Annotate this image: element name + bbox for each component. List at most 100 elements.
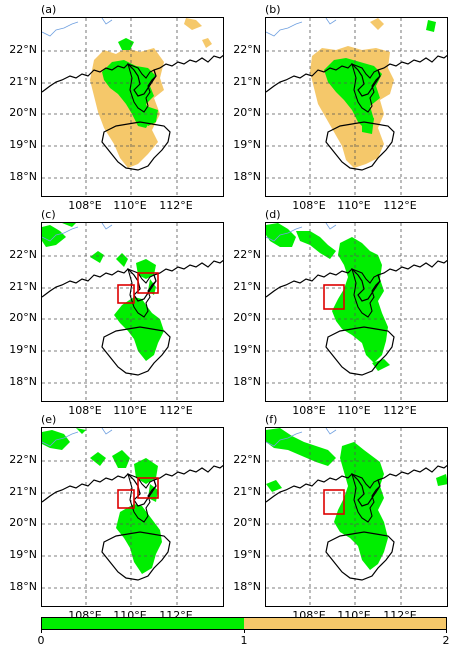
green-region-b-4: [362, 114, 374, 134]
lon-tick-label: 108°E: [292, 404, 326, 417]
panel-label-d: (d): [265, 208, 281, 221]
lat-tick-label: 19°N: [233, 138, 261, 151]
lat-tick-label: 18°N: [9, 170, 37, 183]
lat-tick-label: 22°N: [233, 43, 261, 56]
hainan-coastline-a: [101, 121, 171, 171]
hainan-coastline-b: [325, 121, 395, 171]
hainan-coastline-c: [101, 326, 171, 376]
river-line-e: [42, 428, 113, 447]
map-panel-d: [265, 222, 448, 402]
lon-tick-label: 112°E: [159, 404, 193, 417]
map-canvas-d: [266, 223, 447, 401]
green-region-a-5: [146, 106, 158, 126]
lat-tick-label: 22°N: [233, 453, 261, 466]
green-region-f-1: [334, 442, 388, 570]
colorbar-segment-0-1: [42, 618, 244, 629]
green-region-b-3: [426, 20, 436, 32]
lon-tick-label: 110°E: [113, 199, 147, 212]
map-panel-e: [41, 427, 224, 607]
green-region-c-2: [90, 251, 104, 263]
lat-tick-label: 20°N: [233, 516, 261, 529]
panel-label-c: (c): [41, 208, 56, 221]
lon-tick-label: 110°E: [113, 404, 147, 417]
leizhou-coastline-d: [351, 268, 381, 318]
green-region-d-3: [372, 359, 390, 371]
orange-region-a-1: [184, 18, 202, 30]
lon-tick-label: 108°E: [68, 199, 102, 212]
highlight-box-f-0: [323, 489, 345, 515]
lat-tick-label: 20°N: [233, 311, 261, 324]
map-canvas-a: [42, 18, 223, 196]
panel-label-f: (f): [265, 413, 278, 426]
lat-tick-label: 18°N: [233, 375, 261, 388]
lat-tick-label: 21°N: [233, 280, 261, 293]
lat-tick-label: 22°N: [9, 248, 37, 261]
colorbar-tick-2: 2: [442, 634, 450, 647]
map-panel-f: [265, 427, 448, 607]
hainan-coastline-d: [325, 326, 395, 376]
lat-tick-label: 19°N: [233, 548, 261, 561]
highlight-box-c-0: [117, 284, 135, 304]
highlight-box-c-1: [137, 272, 159, 294]
highlight-box-e-1: [137, 477, 159, 499]
map-panel-a: [41, 17, 224, 197]
green-region-c-4: [136, 259, 156, 279]
orange-region-a-2: [202, 38, 212, 48]
lon-tick-label: 112°E: [383, 199, 417, 212]
lat-tick-label: 21°N: [9, 75, 37, 88]
mainland-coastline-d: [266, 259, 447, 302]
river-line-f: [266, 428, 337, 447]
green-region-f-0: [266, 428, 336, 466]
lat-tick-label: 21°N: [9, 485, 37, 498]
mainland-coastline-a: [42, 54, 223, 97]
lat-tick-label: 18°N: [9, 375, 37, 388]
river-line-d: [266, 223, 337, 242]
green-region-d-1: [296, 231, 336, 259]
leizhou-coastline-e: [127, 473, 157, 523]
highlight-box-e-0: [117, 489, 135, 509]
lat-tick-label: 19°N: [9, 548, 37, 561]
highlight-box-d-0: [323, 284, 345, 310]
lat-tick-label: 22°N: [9, 43, 37, 56]
green-region-e-1: [76, 428, 86, 434]
lat-tick-label: 19°N: [9, 138, 37, 151]
lon-tick-label: 110°E: [337, 404, 371, 417]
colorbar-segment-1-2: [244, 618, 446, 629]
panel-label-a: (a): [41, 3, 57, 16]
river-line-a: [42, 18, 113, 37]
lat-tick-label: 19°N: [9, 343, 37, 356]
panel-label-e: (e): [41, 413, 57, 426]
green-region-c-1: [62, 223, 76, 227]
lon-tick-label: 110°E: [337, 199, 371, 212]
map-canvas-c: [42, 223, 223, 401]
lon-tick-label: 112°E: [383, 404, 417, 417]
leizhou-coastline-b: [351, 63, 381, 113]
lat-tick-label: 21°N: [233, 75, 261, 88]
hainan-coastline-f: [325, 531, 395, 581]
lat-tick-label: 18°N: [9, 580, 37, 593]
lat-tick-label: 19°N: [233, 343, 261, 356]
green-region-d-2: [332, 237, 388, 363]
colorbar: [41, 617, 447, 630]
colorbar-tick-0: 0: [37, 634, 45, 647]
leizhou-coastline-a: [127, 63, 157, 113]
lat-tick-label: 21°N: [233, 485, 261, 498]
lat-tick-label: 20°N: [9, 516, 37, 529]
lat-tick-label: 22°N: [9, 453, 37, 466]
mainland-coastline-e: [42, 464, 223, 507]
lat-tick-label: 18°N: [233, 170, 261, 183]
lon-tick-label: 108°E: [68, 404, 102, 417]
map-panel-c: [41, 222, 224, 402]
leizhou-coastline-c: [127, 268, 157, 318]
lat-tick-label: 18°N: [233, 580, 261, 593]
hainan-coastline-e: [101, 531, 171, 581]
lon-tick-label: 108°E: [292, 199, 326, 212]
green-region-c-0: [42, 225, 66, 247]
orange-region-b-1: [370, 18, 384, 30]
lat-tick-label: 21°N: [9, 280, 37, 293]
mainland-coastline-b: [266, 54, 447, 97]
lat-tick-label: 20°N: [9, 106, 37, 119]
mainland-coastline-c: [42, 259, 223, 302]
lon-tick-label: 112°E: [159, 199, 193, 212]
green-region-c-5: [114, 297, 164, 361]
